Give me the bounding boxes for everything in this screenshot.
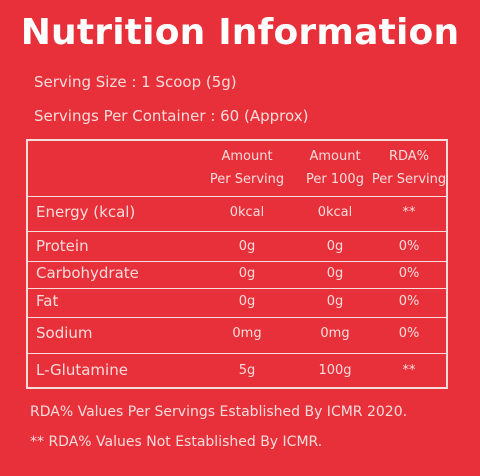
header-amount-per-serving: Amount Per Serving bbox=[202, 145, 292, 191]
header-line: Amount bbox=[309, 149, 361, 164]
nutrition-table: Amount Per Serving Amount Per 100g RDA% … bbox=[26, 139, 448, 389]
header-line: Per Serving bbox=[209, 172, 285, 187]
per-100g-value: 0g bbox=[326, 294, 344, 309]
nutrient-name: L-Glutamine bbox=[36, 361, 128, 379]
rda-value: ** bbox=[402, 363, 416, 378]
row-divider bbox=[28, 261, 446, 262]
servings-per-container: Servings Per Container : 60 (Approx) bbox=[34, 107, 309, 125]
rda-value: ** bbox=[402, 205, 416, 220]
nutrient-name: Sodium bbox=[36, 324, 93, 342]
serving-size: Serving Size : 1 Scoop (5g) bbox=[34, 73, 237, 91]
rda-value: 0% bbox=[398, 294, 420, 309]
rda-note: RDA% Values Per Servings Established By … bbox=[30, 404, 408, 420]
row-divider bbox=[28, 196, 446, 197]
nutrient-name: Energy (kcal) bbox=[36, 203, 136, 221]
per-100g-value: 0g bbox=[326, 239, 344, 254]
nutrient-name: Protein bbox=[36, 237, 89, 255]
per-serving-value: 0kcal bbox=[229, 205, 265, 220]
per-serving-value: 0g bbox=[238, 239, 256, 254]
per-serving-value: 5g bbox=[238, 363, 256, 378]
rda-value: 0% bbox=[398, 326, 420, 341]
rda-value: 0% bbox=[398, 266, 420, 281]
per-100g-value: 0kcal bbox=[317, 205, 353, 220]
header-rda: RDA% Per Serving bbox=[364, 145, 454, 191]
per-serving-value: 0g bbox=[238, 294, 256, 309]
header-line: RDA% bbox=[388, 149, 430, 164]
row-divider bbox=[28, 231, 446, 232]
nutrient-name: Carbohydrate bbox=[36, 264, 139, 282]
per-100g-value: 0g bbox=[326, 266, 344, 281]
header-amount-per-100g: Amount Per 100g bbox=[290, 145, 380, 191]
header-line: Per 100g bbox=[306, 172, 364, 187]
per-100g-value: 0mg bbox=[320, 326, 350, 341]
nutrient-name: Fat bbox=[36, 292, 59, 310]
header-line: Amount bbox=[221, 149, 273, 164]
row-divider bbox=[28, 353, 446, 354]
per-serving-value: 0mg bbox=[232, 326, 262, 341]
per-serving-value: 0g bbox=[238, 266, 256, 281]
row-divider bbox=[28, 288, 446, 289]
page-title: Nutrition Information bbox=[20, 12, 460, 53]
rda-value: 0% bbox=[398, 239, 420, 254]
row-divider bbox=[28, 317, 446, 318]
header-line: Per Serving bbox=[371, 172, 447, 187]
per-100g-value: 100g bbox=[318, 363, 352, 378]
rda-footnote: ** RDA% Values Not Established By ICMR. bbox=[30, 434, 323, 450]
